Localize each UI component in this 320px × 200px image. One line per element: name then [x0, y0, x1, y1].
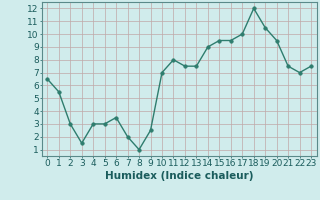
X-axis label: Humidex (Indice chaleur): Humidex (Indice chaleur)	[105, 171, 253, 181]
